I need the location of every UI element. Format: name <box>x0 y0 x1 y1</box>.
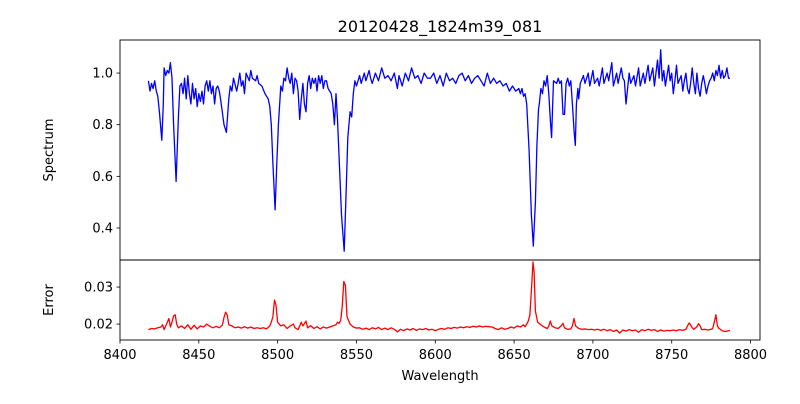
x-tick-label: 8700 <box>576 348 609 363</box>
chart-title: 20120428_1824m39_081 <box>338 17 543 37</box>
x-axis-label: Wavelength <box>401 369 478 384</box>
y-tick-label: 0.8 <box>92 118 113 133</box>
x-tick-label: 8750 <box>655 348 688 363</box>
series-line-error <box>148 261 731 334</box>
x-tick-label: 8500 <box>261 348 294 363</box>
y-axis-label-spectrum: Spectrum <box>42 119 57 182</box>
y-axis-label-error: Error <box>42 284 57 316</box>
y-tick-label: 0.02 <box>84 318 113 333</box>
y-tick-label: 0.6 <box>92 170 113 185</box>
axes-frame <box>119 259 761 341</box>
error-axes: 0.02 0.03 8400 8450 8500 8550 8600 8650 8700 8750… <box>84 259 767 363</box>
y-tick-label: 0.4 <box>92 221 113 236</box>
x-tick-label: 8450 <box>182 348 215 363</box>
x-tick-label: 8650 <box>498 348 531 363</box>
series-line-spectrum <box>147 49 730 252</box>
y-tick-label: 0.03 <box>84 281 113 296</box>
spectrum-axes: 0.4 0.6 0.8 1.0 <box>92 39 761 261</box>
x-tick-label: 8550 <box>340 348 373 363</box>
x-tick-label: 8600 <box>419 348 452 363</box>
y-tick-label: 1.0 <box>92 67 113 82</box>
x-tick-label: 8800 <box>734 348 767 363</box>
x-tick-label: 8400 <box>103 348 136 363</box>
